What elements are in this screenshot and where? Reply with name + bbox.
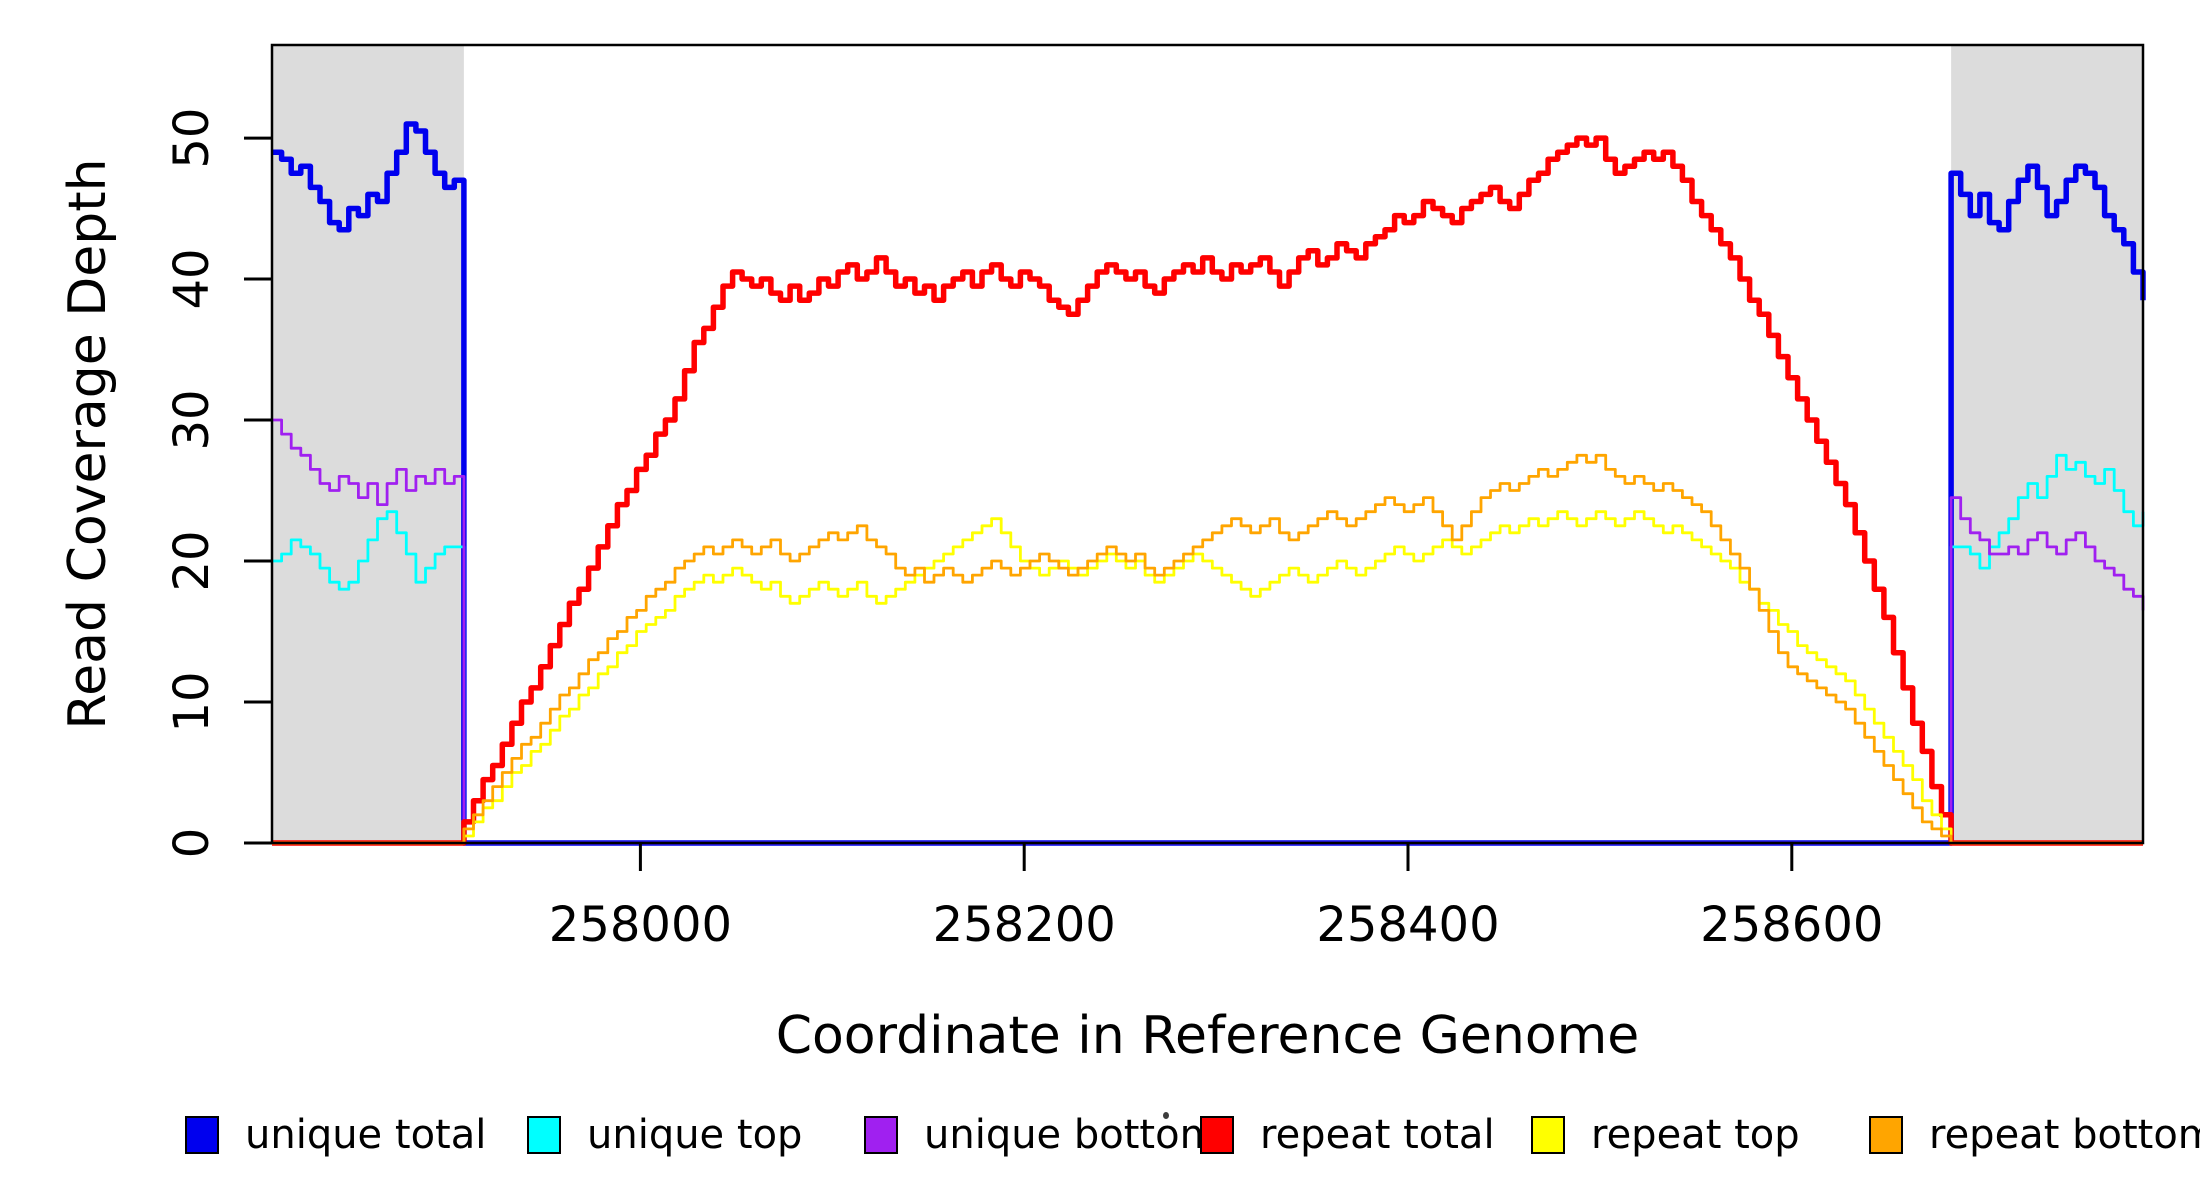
x-tick-label: 258200 bbox=[933, 897, 1116, 953]
shaded-region-right bbox=[1951, 45, 2143, 843]
series-line-repeat-bottom bbox=[272, 453, 2143, 845]
series-line-unique-bottom bbox=[272, 418, 2145, 845]
y-tick-label: 40 bbox=[164, 248, 220, 309]
series-line-unique-total bbox=[272, 121, 2146, 846]
y-tick-label: 20 bbox=[164, 530, 220, 591]
stray-dot bbox=[1163, 1112, 1169, 1119]
x-tick-label: 258600 bbox=[1700, 897, 1883, 953]
x-tick-label: 258400 bbox=[1316, 897, 1499, 953]
series-line-repeat-top bbox=[272, 510, 2143, 845]
y-tick-label: 30 bbox=[164, 389, 220, 450]
y-tick-label: 10 bbox=[164, 671, 220, 732]
y-axis-title: Read Coverage Depth bbox=[58, 158, 118, 730]
shaded-region-left bbox=[272, 45, 464, 843]
series-line-repeat-total bbox=[272, 135, 2143, 846]
y-tick-label: 0 bbox=[164, 828, 220, 859]
x-tick-label: 258000 bbox=[549, 897, 732, 953]
y-tick-label: 50 bbox=[164, 108, 220, 169]
plot-border bbox=[270, 43, 2145, 845]
x-axis-title: Coordinate in Reference Genome bbox=[775, 1006, 1640, 1066]
